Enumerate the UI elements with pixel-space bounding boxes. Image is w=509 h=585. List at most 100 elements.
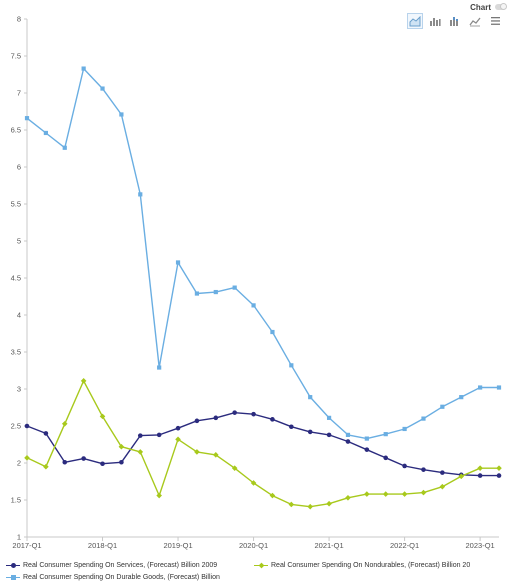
data-point[interactable] (383, 455, 389, 461)
data-point[interactable] (232, 410, 237, 415)
data-point[interactable] (213, 415, 219, 421)
data-point[interactable] (364, 436, 369, 441)
data-point[interactable] (440, 404, 445, 409)
data-point[interactable] (194, 418, 200, 424)
data-point[interactable] (345, 432, 351, 437)
y-tick-label: 3 (17, 385, 21, 394)
data-point[interactable] (289, 424, 294, 430)
data-point[interactable] (270, 329, 275, 335)
data-point[interactable] (43, 431, 49, 436)
data-point[interactable] (421, 416, 426, 421)
data-point[interactable] (440, 470, 445, 475)
data-point[interactable] (118, 443, 125, 450)
legend-item[interactable]: Real Consumer Spending On Services, (For… (6, 562, 254, 569)
data-point[interactable] (100, 461, 105, 467)
data-point[interactable] (62, 145, 67, 150)
data-point[interactable] (119, 459, 124, 465)
data-point[interactable] (364, 491, 370, 497)
x-axis: 2017-Q1 2018-Q1 2019-Q1 2020-Q1 2021-Q1 2022-… (12, 536, 499, 550)
data-point[interactable] (402, 463, 407, 469)
data-point[interactable] (477, 465, 483, 471)
y-tick-label: 1.5 (11, 496, 21, 505)
data-point[interactable] (175, 260, 181, 265)
data-point[interactable] (137, 433, 143, 438)
legend-swatch (254, 562, 268, 568)
data-point[interactable] (156, 492, 162, 499)
data-point[interactable] (231, 465, 238, 471)
data-point[interactable] (307, 429, 313, 435)
data-point[interactable] (232, 285, 237, 290)
data-point[interactable] (459, 395, 464, 400)
data-point[interactable] (100, 86, 105, 91)
line-chart-icon[interactable] (468, 14, 482, 28)
data-point[interactable] (119, 112, 124, 117)
data-point[interactable] (251, 411, 256, 417)
data-point[interactable] (308, 395, 313, 400)
x-tick-label: 2018-Q1 (88, 541, 117, 550)
data-point[interactable] (213, 452, 219, 458)
legend-item[interactable]: Real Consumer Spending On Durable Goods,… (6, 574, 254, 581)
data-point[interactable] (157, 365, 162, 370)
data-point[interactable] (496, 473, 502, 478)
data-point[interactable] (270, 417, 275, 422)
data-point[interactable] (288, 501, 295, 508)
data-point[interactable] (421, 467, 426, 472)
bar-chart-icon[interactable] (428, 14, 442, 28)
data-point[interactable] (383, 432, 388, 437)
data-point[interactable] (137, 449, 144, 455)
data-point[interactable] (420, 489, 427, 496)
data-point[interactable] (401, 491, 408, 497)
data-point[interactable] (307, 503, 313, 510)
data-point[interactable] (43, 130, 48, 136)
data-point[interactable] (326, 500, 332, 507)
data-point[interactable] (43, 463, 49, 470)
data-point[interactable] (402, 426, 407, 432)
data-point[interactable] (138, 192, 143, 197)
y-tick-label: 7 (17, 89, 21, 98)
data-point[interactable] (156, 432, 162, 438)
y-axis: 1 1.5 2 2.5 3 3.5 4 4.5 5 5.5 6 6.5 7 7.5 8 (11, 15, 28, 542)
data-point[interactable] (345, 494, 351, 501)
data-point[interactable] (194, 449, 200, 455)
legend-item[interactable]: Real Consumer Spending On Nondurables, (… (254, 562, 470, 569)
chart-toggle[interactable] (495, 3, 507, 10)
data-point[interactable] (326, 415, 332, 420)
data-point[interactable] (175, 436, 181, 443)
series-2 (24, 378, 502, 510)
data-point[interactable] (194, 291, 200, 296)
stacked-bar-chart-icon[interactable] (448, 14, 462, 28)
data-point[interactable] (250, 480, 257, 486)
data-point[interactable] (80, 378, 87, 384)
data-point[interactable] (345, 439, 351, 444)
data-point[interactable] (81, 456, 86, 461)
data-point[interactable] (382, 491, 389, 497)
data-point[interactable] (251, 303, 256, 308)
data-point[interactable] (24, 423, 30, 429)
data-point[interactable] (62, 459, 68, 465)
y-tick-label: 2 (17, 459, 21, 468)
data-point[interactable] (477, 473, 483, 478)
data-point[interactable] (24, 455, 30, 461)
data-point[interactable] (81, 66, 86, 71)
y-tick-label: 5 (17, 237, 21, 246)
legend-row: Real Consumer Spending On Durable Goods,… (6, 571, 506, 583)
legend-label: Real Consumer Spending On Nondurables, (… (271, 561, 471, 569)
data-point[interactable] (269, 492, 276, 499)
data-point[interactable] (213, 289, 218, 295)
menu-icon[interactable] (488, 14, 502, 28)
x-tick-label: 2023-Q1 (466, 541, 495, 550)
data-point[interactable] (99, 413, 106, 420)
area-chart-icon[interactable] (407, 13, 423, 29)
data-point[interactable] (61, 420, 68, 427)
data-point[interactable] (496, 465, 502, 471)
data-point[interactable] (496, 385, 502, 390)
data-point[interactable] (458, 473, 465, 480)
data-point[interactable] (24, 116, 30, 121)
data-point[interactable] (364, 447, 370, 452)
data-point[interactable] (478, 385, 483, 390)
data-point[interactable] (175, 425, 181, 431)
data-point[interactable] (289, 363, 294, 368)
chart-legend: Real Consumer Spending On Services, (For… (6, 559, 506, 583)
data-point[interactable] (326, 432, 332, 438)
data-point[interactable] (439, 483, 446, 490)
